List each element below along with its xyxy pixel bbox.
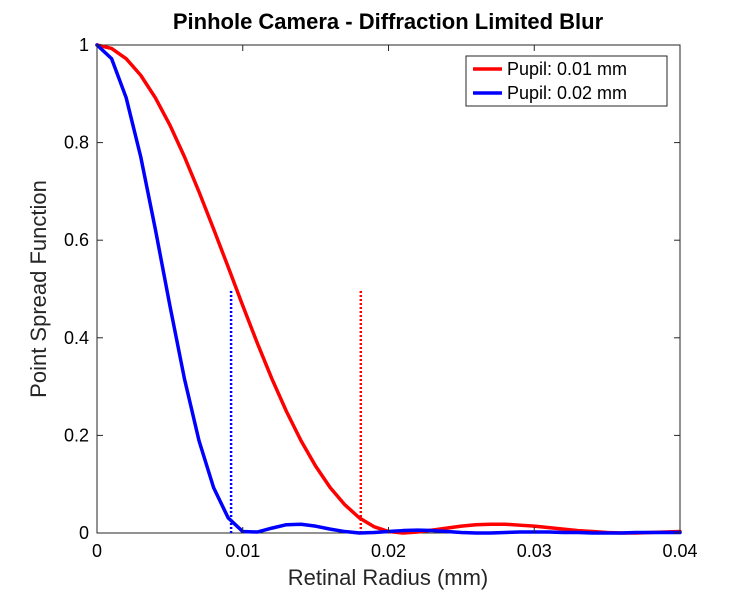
- x-tick-label: 0.04: [662, 541, 697, 561]
- x-tick-label: 0.01: [225, 541, 260, 561]
- y-tick-label: 0.4: [64, 328, 89, 348]
- y-axis-label: Point Spread Function: [26, 180, 51, 398]
- x-tick-label: 0.03: [517, 541, 552, 561]
- y-tick-label: 0.8: [64, 133, 89, 153]
- x-tick-label: 0: [92, 541, 102, 561]
- y-tick-label: 0.6: [64, 230, 89, 250]
- legend-label-pupil-002: Pupil: 0.02 mm: [507, 83, 627, 103]
- plot-area: 0 0.01 0.02 0.03 0.04 0 0.2 0.4 0.6 0.8 1: [64, 35, 698, 561]
- y-tick-label: 0: [79, 523, 89, 543]
- y-tick-label: 0.2: [64, 425, 89, 445]
- legend-label-pupil-001: Pupil: 0.01 mm: [507, 59, 627, 79]
- x-tick-label: 0.02: [371, 541, 406, 561]
- x-axis-label: Retinal Radius (mm): [288, 565, 489, 590]
- legend: Pupil: 0.01 mm Pupil: 0.02 mm: [465, 55, 668, 107]
- ticks-layer: 0 0.01 0.02 0.03 0.04 0 0.2 0.4 0.6 0.8 1: [64, 35, 698, 561]
- chart-title: Pinhole Camera - Diffraction Limited Blu…: [173, 9, 604, 34]
- legend-box: [465, 55, 668, 107]
- markers-layer: [229, 289, 363, 533]
- plot-frame: [96, 44, 681, 534]
- y-tick-label: 1: [79, 35, 89, 55]
